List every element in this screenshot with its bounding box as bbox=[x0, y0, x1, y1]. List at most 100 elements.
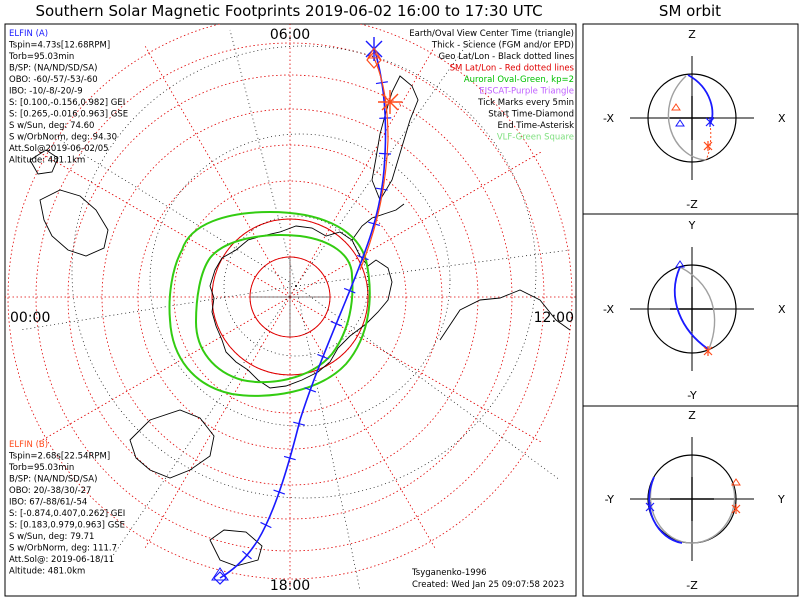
clock-label-top: 06:00 bbox=[270, 27, 310, 43]
geo-lat-circle bbox=[149, 133, 451, 427]
orbit-panel-3: Z -Z -Y Y bbox=[605, 409, 785, 592]
elfin-b-info-line: B/SP: (NA/ND/SD/SA) bbox=[9, 475, 97, 485]
geo-meridian bbox=[19, 285, 297, 331]
tick-mark bbox=[330, 320, 343, 327]
polar-map bbox=[5, 24, 576, 591]
elfin-a-info-line: Att.Sol@2019-06-02/05 bbox=[9, 144, 109, 154]
sm-meridian bbox=[144, 296, 291, 549]
axis-label-left: -X bbox=[603, 303, 614, 316]
legend-entry: Geo Lat/Lon - Black dotted lines bbox=[438, 52, 574, 62]
orbit-asterisk bbox=[645, 502, 655, 512]
sm-meridian bbox=[289, 45, 436, 298]
elfin-b-info-line: Torb=95.03min bbox=[8, 463, 74, 473]
sm-lat-circle bbox=[7, 24, 573, 580]
elfin-b-info-line: IBO: 67/-88/61/-54 bbox=[9, 498, 87, 508]
elfin-b-info-line: Att.Sol@: 2019-06-18/11 bbox=[9, 555, 114, 565]
axis-label-bottom: -Y bbox=[687, 389, 697, 402]
australia-coast bbox=[129, 409, 215, 479]
tick-mark bbox=[357, 254, 369, 261]
pole-crosshair bbox=[250, 257, 330, 337]
tick-mark bbox=[273, 489, 286, 495]
tick-mark bbox=[375, 187, 388, 191]
model-label: Tsyganenko-1996 bbox=[411, 568, 487, 578]
geo-lat-lon-grid bbox=[19, 29, 571, 591]
orbit-panel-1: Z -Z -X X bbox=[603, 28, 786, 211]
axis-label-bottom: -Z bbox=[686, 579, 698, 592]
sm-meridian bbox=[38, 151, 291, 298]
legend-entry: Earth/Oval View Center Time (triangle) bbox=[409, 29, 574, 39]
orbit-trace-gray bbox=[649, 476, 736, 544]
elfin-a-tick-marks bbox=[242, 81, 392, 560]
geo-meridian bbox=[295, 249, 571, 287]
clock-label-bottom: 18:00 bbox=[270, 578, 310, 594]
sm-meridian bbox=[289, 296, 436, 549]
tick-mark bbox=[242, 550, 252, 560]
orbit-asterisk bbox=[703, 346, 713, 356]
axis-label-left: -X bbox=[603, 112, 614, 125]
sm-lat-circle bbox=[35, 42, 545, 552]
elfin-a-info-line: S w/Sun, deg: 74.60 bbox=[9, 121, 94, 131]
orbit-triangle-b bbox=[731, 478, 741, 486]
elfin-a-start-asterisk bbox=[365, 37, 383, 61]
orbit-panels: Z -Z -X X Y -Y -X X Z -Z -Y Y bbox=[603, 28, 786, 592]
south-america-coast bbox=[371, 75, 419, 202]
tick-mark bbox=[343, 287, 356, 294]
axis-label-top: Y bbox=[688, 219, 696, 232]
clock-label-left: 00:00 bbox=[10, 310, 50, 326]
west-coast-land bbox=[39, 189, 109, 257]
elfin-b-view-triangle bbox=[367, 47, 381, 59]
elfin-a-info-line: Tspin=4.73s[12.68RPM] bbox=[8, 41, 110, 51]
elfin-a-info-line: S: [0.265,-0.016,0.963] GSE bbox=[9, 110, 128, 120]
sm-meridian bbox=[289, 151, 542, 298]
geo-lat-circle bbox=[71, 45, 537, 499]
elfin-a-info: ELFIN (A) Tspin=4.73s[12.68RPM]Torb=95.03… bbox=[8, 29, 128, 166]
antarctica-coast bbox=[209, 225, 393, 389]
elfin-b-info-line: S: [-0.874,0.407,0.262] GEI bbox=[9, 509, 125, 519]
clock-label-right: 12:00 bbox=[534, 310, 574, 326]
axis-label-top: Z bbox=[688, 28, 696, 41]
elfin-b-end-asterisk bbox=[378, 90, 402, 114]
geo-meridian bbox=[295, 285, 561, 481]
tick-mark bbox=[283, 455, 296, 461]
elfin-b-start-diamond bbox=[366, 51, 382, 69]
sm-meridian bbox=[38, 296, 291, 443]
elfin-a-info-line: S w/OrbNorm, deg: 94.30 bbox=[9, 133, 117, 143]
orbit-asterisk bbox=[705, 117, 715, 127]
elfin-b-info-line: S w/Sun, deg: 79.71 bbox=[9, 532, 94, 542]
sm-inner-circle bbox=[211, 218, 369, 376]
axis-label-top: Z bbox=[688, 409, 696, 422]
africa-coast bbox=[439, 289, 571, 341]
auroral-oval-outer bbox=[168, 210, 371, 397]
created-label: Created: Wed Jan 25 09:07:58 2023 bbox=[412, 580, 564, 590]
legend: Earth/Oval View Center Time (triangle) Th… bbox=[409, 29, 574, 143]
geo-lat-circle bbox=[223, 215, 369, 357]
geo-meridian bbox=[229, 29, 297, 287]
elfin-a-info-line: Altitude: 481.1km bbox=[9, 156, 85, 166]
tick-mark bbox=[304, 387, 317, 393]
elfin-a-info-line: Torb=95.03min bbox=[8, 52, 74, 62]
geo-meridian bbox=[295, 285, 361, 591]
legend-entry: Start Time-Diamond bbox=[488, 110, 574, 120]
axis-label-left: -Y bbox=[605, 493, 615, 506]
elfin-b-info-line: Altitude: 481.0km bbox=[9, 567, 85, 577]
auroral-oval-inner bbox=[194, 234, 354, 384]
orbit-asterisk bbox=[731, 504, 741, 514]
legend-entry: End Time-Asterisk bbox=[497, 121, 574, 131]
sm-meridian bbox=[289, 296, 542, 443]
orbit-triangle-a bbox=[675, 260, 685, 268]
auroral-ovals bbox=[168, 210, 371, 397]
geo-meridian bbox=[295, 39, 471, 287]
legend-entry: Tick Marks every 5min bbox=[477, 98, 574, 108]
sm-meridian bbox=[144, 45, 291, 298]
elfin-b-info-line: S: [0.183,0.979,0.963] GSE bbox=[9, 521, 125, 531]
antarctic-peninsula bbox=[351, 203, 405, 241]
axis-label-right: X bbox=[778, 112, 786, 125]
orbit-triangle-b bbox=[671, 103, 681, 111]
elfin-a-info-line: IBO: -10/-8/-20/-9 bbox=[9, 87, 83, 97]
tick-mark bbox=[379, 152, 392, 155]
axis-label-right: Y bbox=[777, 493, 785, 506]
elfin-b-footprint-track bbox=[359, 57, 389, 271]
elfin-b-info: ELFIN (B) Tspin=2.68s[22.54RPM]Torb=95.03… bbox=[8, 440, 125, 577]
plot-title: Southern Solar Magnetic Footprints 2019-… bbox=[35, 2, 543, 20]
